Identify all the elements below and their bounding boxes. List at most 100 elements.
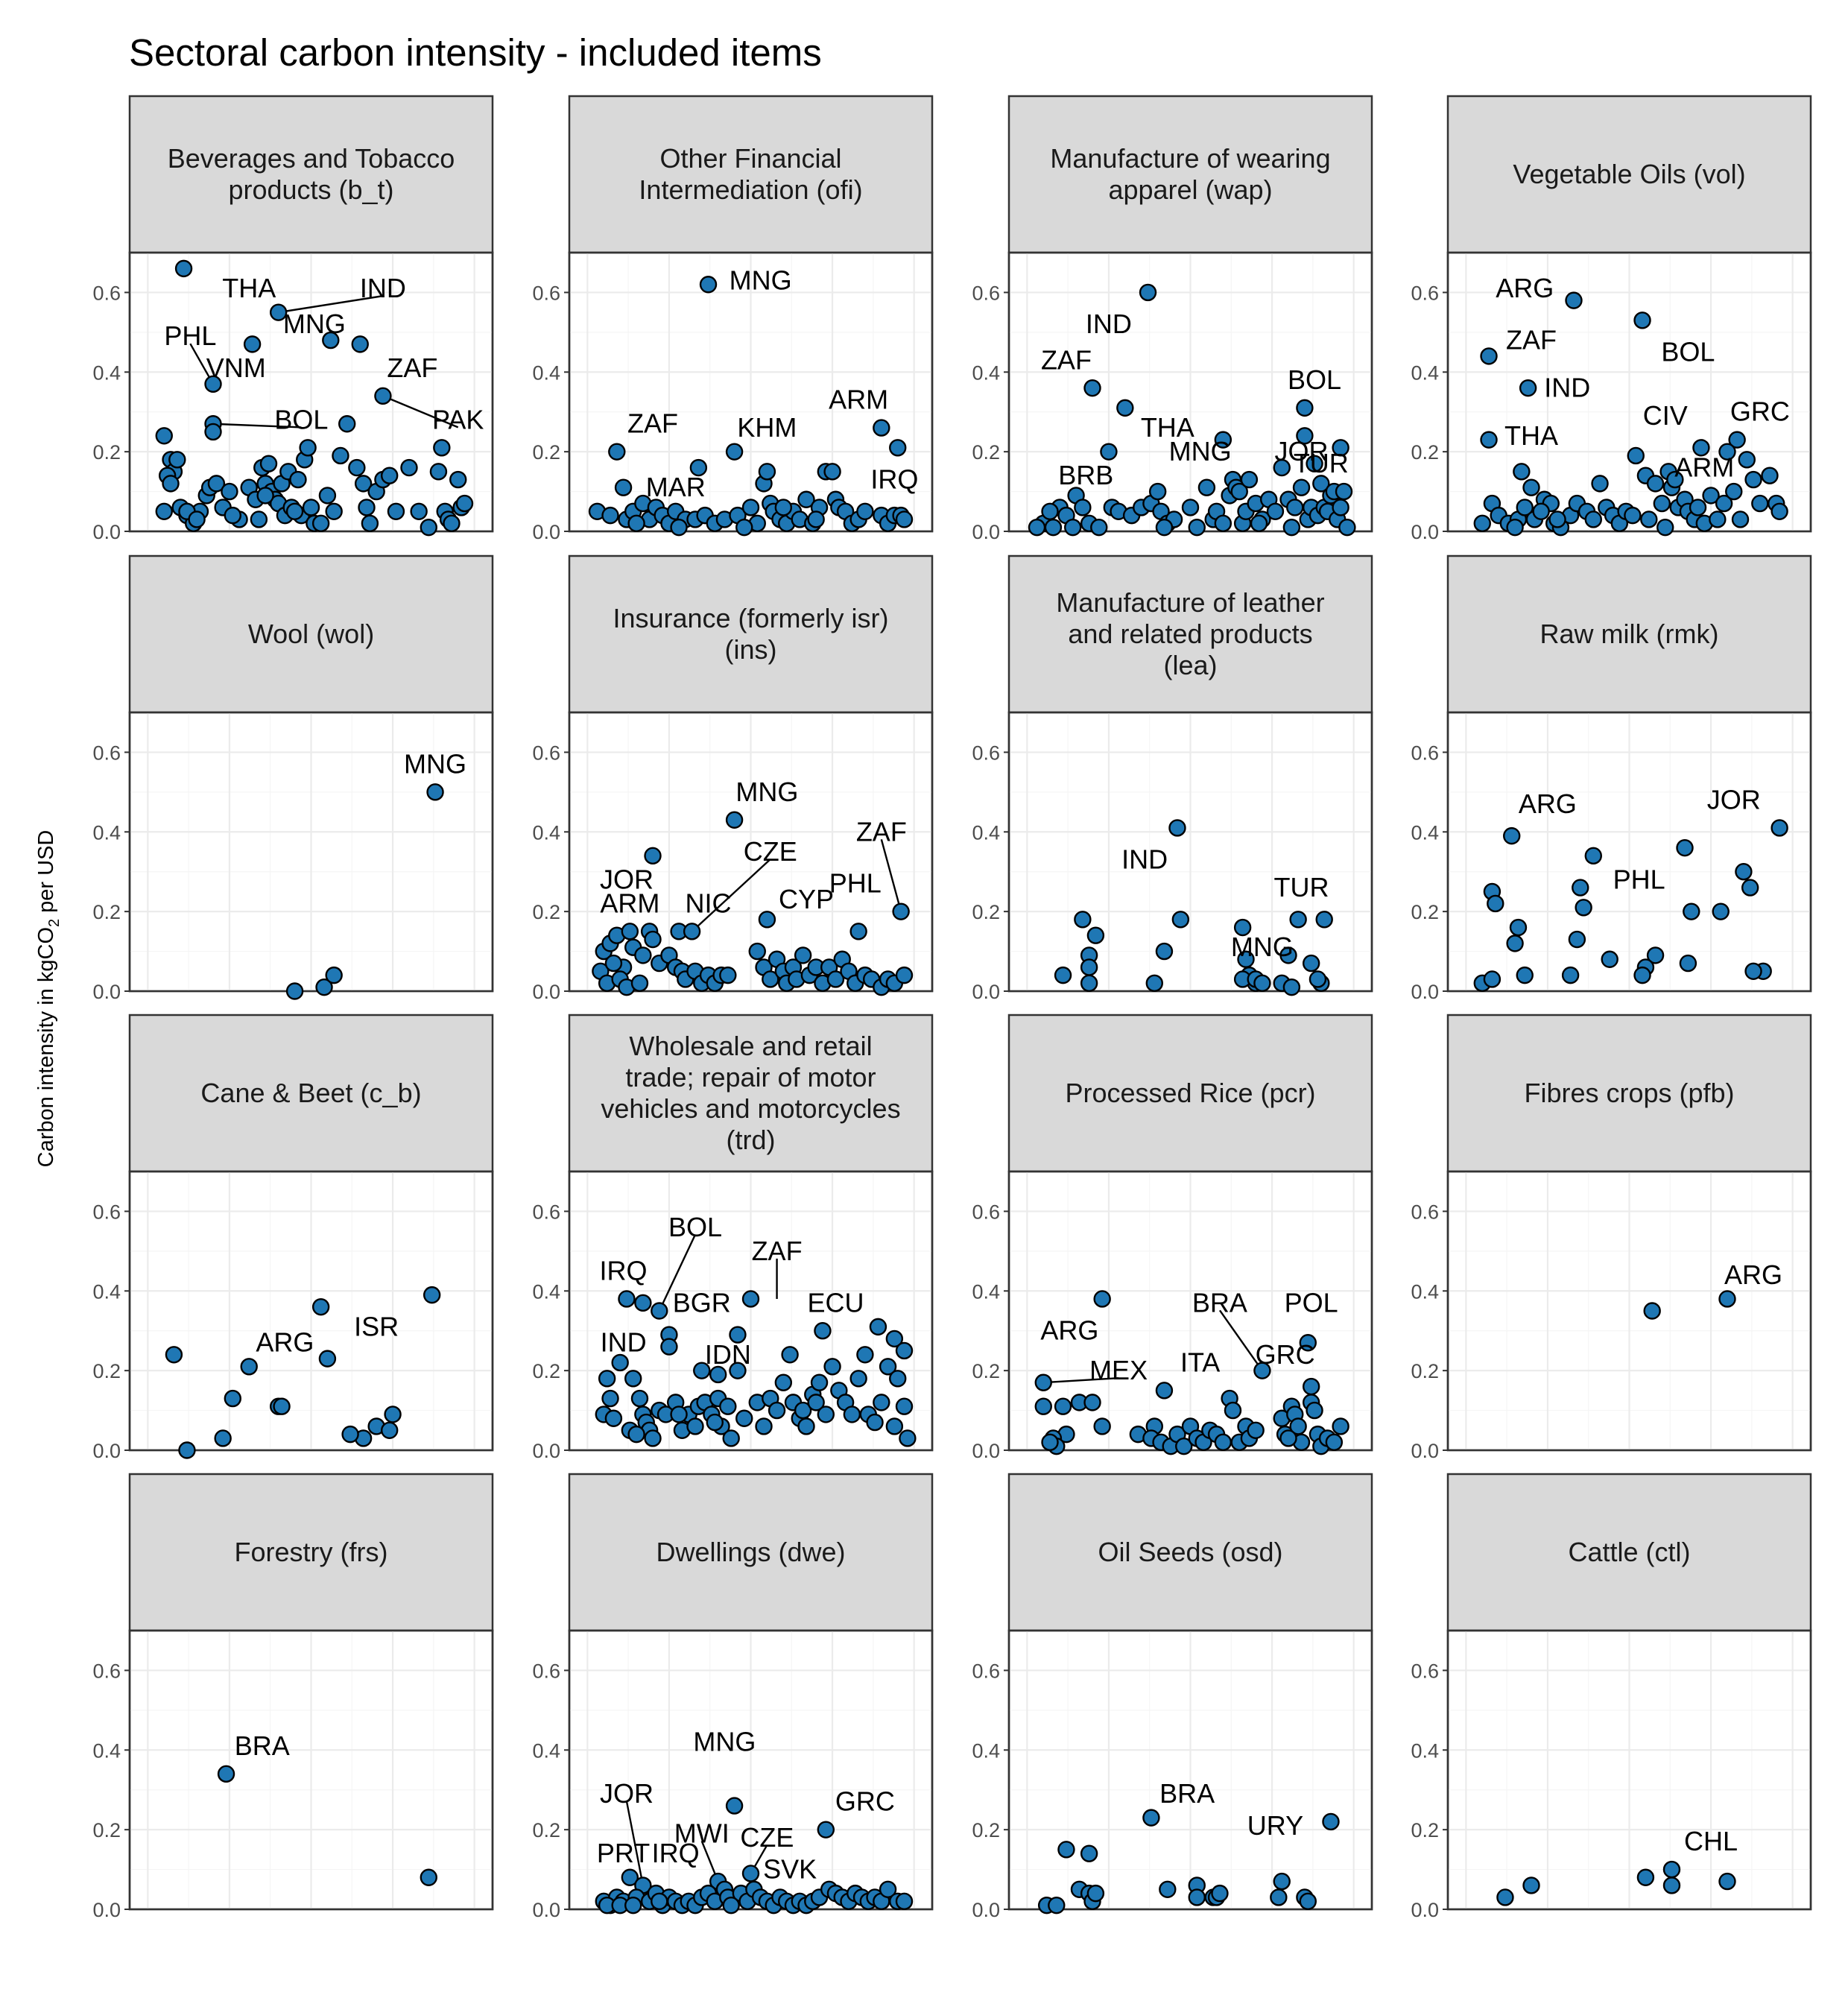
facet-strip-title: Other Financial xyxy=(659,143,841,174)
y-tick-label: 0.6 xyxy=(1411,282,1439,304)
data-point xyxy=(1646,475,1665,493)
y-tick-label: 0.0 xyxy=(92,1440,121,1462)
country-label: ZAF xyxy=(752,1236,803,1266)
data-point xyxy=(1054,966,1072,984)
data-point xyxy=(1302,954,1320,973)
data-point xyxy=(429,463,448,481)
country-label: ARG xyxy=(1496,273,1554,303)
data-point xyxy=(1028,518,1046,537)
plot-border xyxy=(1446,1629,1812,1911)
label-leader-line xyxy=(278,294,384,314)
label-leader-line xyxy=(658,1234,697,1312)
country-label: JOR xyxy=(1275,436,1329,467)
country-label: ZAF xyxy=(387,352,437,383)
data-point xyxy=(1718,1872,1736,1891)
data-point xyxy=(1506,935,1524,952)
y-tick-label: 0.4 xyxy=(972,1280,1000,1303)
data-point xyxy=(1083,1394,1101,1411)
plot-border xyxy=(568,1170,934,1452)
data-point xyxy=(410,502,428,520)
label-leader-line xyxy=(691,859,771,932)
data-point xyxy=(1057,1841,1075,1859)
country-label: MNG xyxy=(404,748,466,779)
country-label: IRQ xyxy=(600,1256,648,1286)
facet-strip-title: Fibres crops (pfb) xyxy=(1524,1078,1734,1108)
country-label: GRC xyxy=(835,1786,895,1817)
y-tick-label: 0.2 xyxy=(972,441,1000,464)
data-point xyxy=(1080,1844,1098,1862)
data-point xyxy=(807,1394,825,1411)
country-label: BRA xyxy=(1159,1778,1215,1809)
data-point xyxy=(1237,950,1255,968)
facet-strip-title: Vegetable Oils (vol) xyxy=(1513,159,1745,189)
data-point xyxy=(621,1868,639,1886)
data-point xyxy=(817,1406,835,1423)
data-point xyxy=(449,470,467,489)
data-point xyxy=(1712,902,1730,920)
country-label: ECU xyxy=(807,1287,864,1318)
data-point xyxy=(1041,1433,1059,1452)
facet-strip xyxy=(1446,554,1812,714)
data-point xyxy=(768,1401,786,1420)
data-point xyxy=(719,966,737,984)
country-label: GRC xyxy=(1256,1339,1315,1370)
data-point xyxy=(1296,427,1314,445)
data-point xyxy=(729,1362,747,1379)
facet-strip xyxy=(1446,1473,1812,1632)
y-tick-label: 0.0 xyxy=(532,981,560,1003)
data-point xyxy=(1155,942,1174,961)
data-point xyxy=(1633,312,1651,329)
country-label: ZAF xyxy=(856,816,907,847)
data-point xyxy=(1640,510,1658,528)
country-label: BRA xyxy=(1192,1287,1247,1318)
data-point xyxy=(849,1370,867,1388)
y-tick-label: 0.2 xyxy=(1411,1819,1439,1841)
facet-strip-title: Dwellings (dwe) xyxy=(656,1537,845,1567)
data-point xyxy=(1662,1877,1681,1894)
data-point xyxy=(1240,470,1259,489)
y-tick-label: 0.0 xyxy=(532,521,560,543)
data-point xyxy=(1683,902,1700,920)
data-point xyxy=(879,1358,897,1376)
country-label: IND xyxy=(1544,373,1590,403)
data-point xyxy=(285,502,304,520)
y-tick-label: 0.6 xyxy=(92,742,121,764)
y-tick-label: 0.4 xyxy=(92,1280,121,1303)
country-label: PAK xyxy=(432,404,484,434)
data-point xyxy=(1522,478,1540,496)
data-point xyxy=(686,1417,704,1435)
data-point xyxy=(660,1338,678,1356)
data-point xyxy=(810,1373,829,1391)
data-point xyxy=(725,443,744,461)
data-point xyxy=(755,1417,773,1435)
data-point xyxy=(895,1892,914,1911)
facet-strip xyxy=(1007,554,1373,714)
data-point xyxy=(318,1350,337,1368)
data-point xyxy=(1692,439,1710,457)
facet-panel: Fibres crops (pfb) 0.0 0.2 0.4 0.6 ARG xyxy=(1411,1014,1812,1462)
data-point xyxy=(1548,510,1566,528)
plot-border xyxy=(1007,1629,1373,1911)
data-point xyxy=(762,970,779,988)
data-point xyxy=(689,458,708,477)
facet-strip xyxy=(128,1014,494,1173)
y-tick-label: 0.4 xyxy=(1411,361,1439,384)
country-label: MEX xyxy=(1089,1355,1148,1385)
data-point xyxy=(1568,930,1586,949)
data-point xyxy=(758,463,776,481)
plot-border xyxy=(128,711,494,993)
data-point xyxy=(885,1330,904,1348)
data-point xyxy=(1332,439,1349,457)
y-tick-label: 0.6 xyxy=(972,742,1000,764)
facet-strip xyxy=(1007,1014,1373,1173)
data-point xyxy=(1519,379,1537,397)
y-tick-label: 0.4 xyxy=(92,361,121,384)
data-point xyxy=(627,514,645,533)
country-label: CIV xyxy=(1643,400,1688,431)
data-point xyxy=(224,506,242,525)
data-point xyxy=(735,1409,753,1427)
data-point xyxy=(1483,970,1502,988)
data-point xyxy=(1148,482,1167,501)
